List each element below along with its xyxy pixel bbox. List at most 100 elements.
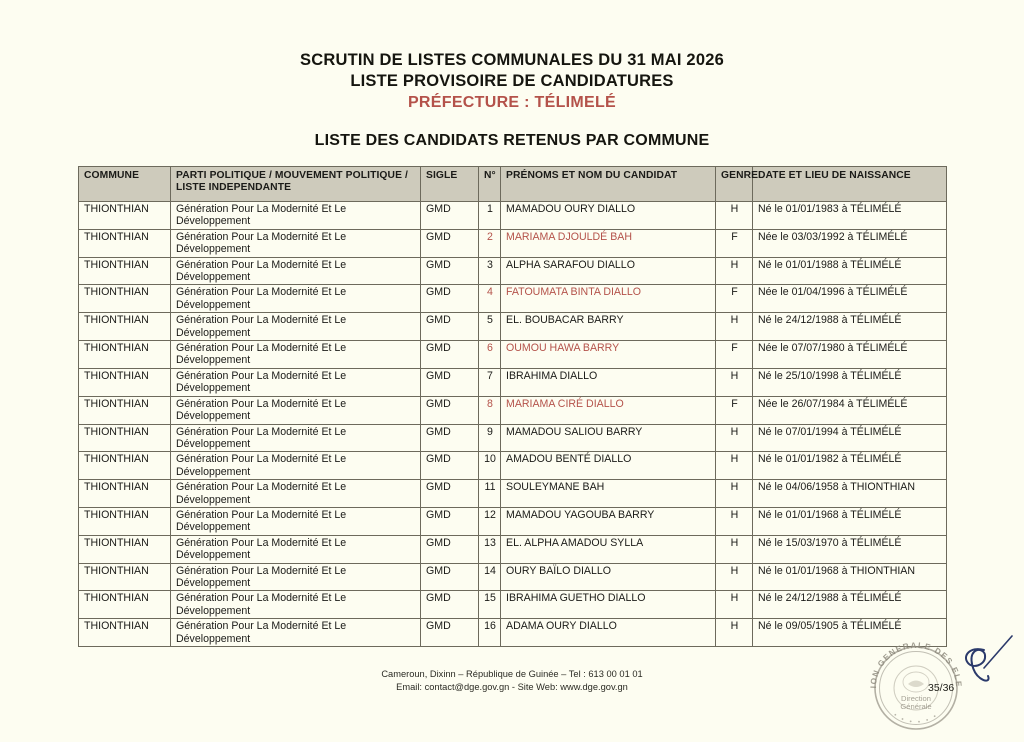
table-row: THIONTHIAN Génération Pour La Modernité E…: [78, 506, 947, 536]
table-row: THIONTHIAN Génération Pour La Modernité E…: [78, 423, 947, 453]
cell-parti: Génération Pour La Modernité Et Le Dével…: [170, 506, 421, 536]
cell-sigle: GMD: [420, 479, 479, 508]
cell-parti: Génération Pour La Modernité Et Le Dével…: [170, 228, 421, 258]
table-row: THIONTHIAN Génération Pour La Modernité E…: [78, 284, 947, 314]
cell-nom: MARIAMA DJOULDÉ BAH: [500, 228, 716, 258]
cell-sigle: GMD: [420, 423, 479, 453]
cell-numero: 13: [478, 534, 501, 564]
cell-nom: MAMADOU YAGOUBA BARRY: [500, 506, 716, 536]
cell-parti: Génération Pour La Modernité Et Le Dével…: [170, 256, 421, 286]
cell-nom: EL. BOUBACAR BARRY: [500, 312, 716, 342]
column-header-commune: COMMUNE: [78, 166, 171, 202]
cell-nom: ALPHA SARAFOU DIALLO: [500, 256, 716, 286]
cell-commune: THIONTHIAN: [78, 451, 171, 481]
cell-sigle: GMD: [420, 451, 479, 481]
cell-genre: F: [715, 284, 753, 314]
cell-commune: THIONTHIAN: [78, 312, 171, 342]
cell-sigle: GMD: [420, 590, 479, 620]
cell-parti: Génération Pour La Modernité Et Le Dével…: [170, 312, 421, 342]
cell-date: Né le 01/01/1968 à THIONTHIAN: [752, 562, 947, 592]
cell-numero: 5: [478, 312, 501, 342]
footer-line-2: Email: contact@dge.gov.gn - Site Web: ww…: [396, 682, 628, 692]
document-header: SCRUTIN DE LISTES COMMUNALES DU 31 MAI 2…: [0, 0, 1024, 150]
cell-nom: MAMADOU SALIOU BARRY: [500, 423, 716, 453]
cell-commune: THIONTHIAN: [78, 201, 171, 230]
cell-date: Née le 03/03/1992 à TÉLIMÉLÉ: [752, 228, 947, 258]
cell-date: Né le 24/12/1988 à TÉLIMÉLÉ: [752, 312, 947, 342]
cell-parti: Génération Pour La Modernité Et Le Dével…: [170, 284, 421, 314]
cell-sigle: GMD: [420, 284, 479, 314]
cell-nom: OUMOU HAWA BARRY: [500, 340, 716, 369]
table-row: THIONTHIAN Génération Pour La Modernité E…: [78, 340, 947, 369]
cell-commune: THIONTHIAN: [78, 367, 171, 397]
cell-sigle: GMD: [420, 256, 479, 286]
cell-numero: 10: [478, 451, 501, 481]
cell-commune: THIONTHIAN: [78, 340, 171, 369]
cell-commune: THIONTHIAN: [78, 590, 171, 620]
cell-commune: THIONTHIAN: [78, 479, 171, 508]
cell-date: Né le 07/01/1994 à TÉLIMÉLÉ: [752, 423, 947, 453]
cell-nom: IBRAHIMA GUETHO DIALLO: [500, 590, 716, 620]
cell-genre: H: [715, 590, 753, 620]
cell-commune: THIONTHIAN: [78, 423, 171, 453]
document-footer: Cameroun, Dixinn – République de Guinée …: [0, 668, 1024, 694]
cell-numero: 11: [478, 479, 501, 508]
cell-nom: FATOUMATA BINTA DIALLO: [500, 284, 716, 314]
svg-text:Direction: Direction: [901, 694, 931, 703]
cell-date: Né le 01/01/1988 à TÉLIMÉLÉ: [752, 256, 947, 286]
cell-date: Né le 01/01/1983 à TÉLIMÉLÉ: [752, 201, 947, 230]
cell-commune: THIONTHIAN: [78, 534, 171, 564]
title-line-1: SCRUTIN DE LISTES COMMUNALES DU 31 MAI 2…: [300, 51, 724, 69]
table-row: THIONTHIAN Génération Pour La Modernité E…: [78, 201, 947, 230]
candidates-table: COMMUNE PARTI POLITIQUE / MOUVEMENT POLI…: [78, 166, 947, 647]
cell-parti: Génération Pour La Modernité Et Le Dével…: [170, 201, 421, 230]
cell-numero: 9: [478, 423, 501, 453]
cell-nom: MARIAMA CIRÉ DIALLO: [500, 395, 716, 425]
document-subtitle: LISTE DES CANDIDATS RETENUS PAR COMMUNE: [314, 132, 710, 149]
cell-sigle: GMD: [420, 506, 479, 536]
cell-parti: Génération Pour La Modernité Et Le Dével…: [170, 590, 421, 620]
cell-genre: H: [715, 312, 753, 342]
cell-date: Né le 15/03/1970 à TÉLIMÉLÉ: [752, 534, 947, 564]
svg-text:Générale: Générale: [900, 702, 931, 711]
column-header-numero: N°: [478, 166, 501, 202]
table-row: THIONTHIAN Génération Pour La Modernité E…: [78, 256, 947, 286]
cell-numero: 8: [478, 395, 501, 425]
cell-parti: Génération Pour La Modernité Et Le Dével…: [170, 534, 421, 564]
candidates-table-wrapper: COMMUNE PARTI POLITIQUE / MOUVEMENT POLI…: [78, 166, 947, 647]
cell-numero: 4: [478, 284, 501, 314]
cell-nom: IBRAHIMA DIALLO: [500, 367, 716, 397]
cell-sigle: GMD: [420, 618, 479, 647]
cell-sigle: GMD: [420, 201, 479, 230]
cell-parti: Génération Pour La Modernité Et Le Dével…: [170, 395, 421, 425]
cell-commune: THIONTHIAN: [78, 506, 171, 536]
column-header-sigle: SIGLE: [420, 166, 479, 202]
table-row: THIONTHIAN Génération Pour La Modernité E…: [78, 228, 947, 258]
cell-date: Née le 01/04/1996 à TÉLIMÉLÉ: [752, 284, 947, 314]
cell-date: Né le 25/10/1998 à TÉLIMÉLÉ: [752, 367, 947, 397]
cell-numero: 12: [478, 506, 501, 536]
table-row: THIONTHIAN Génération Pour La Modernité E…: [78, 451, 947, 481]
table-header-row: COMMUNE PARTI POLITIQUE / MOUVEMENT POLI…: [78, 166, 947, 202]
cell-date: Né le 04/06/1958 à THIONTHIAN: [752, 479, 947, 508]
cell-numero: 3: [478, 256, 501, 286]
cell-numero: 7: [478, 367, 501, 397]
cell-genre: H: [715, 534, 753, 564]
cell-date: Né le 01/01/1968 à TÉLIMÉLÉ: [752, 506, 947, 536]
cell-genre: H: [715, 256, 753, 286]
cell-nom: ADAMA OURY DIALLO: [500, 618, 716, 647]
table-row: THIONTHIAN Génération Pour La Modernité E…: [78, 479, 947, 508]
cell-commune: THIONTHIAN: [78, 284, 171, 314]
cell-genre: F: [715, 340, 753, 369]
table-row: THIONTHIAN Génération Pour La Modernité E…: [78, 618, 947, 647]
cell-numero: 15: [478, 590, 501, 620]
cell-date: Née le 26/07/1984 à TÉLIMÉLÉ: [752, 395, 947, 425]
cell-commune: THIONTHIAN: [78, 395, 171, 425]
cell-numero: 14: [478, 562, 501, 592]
cell-commune: THIONTHIAN: [78, 618, 171, 647]
signature-mark: [954, 634, 1018, 704]
cell-numero: 2: [478, 228, 501, 258]
cell-parti: Génération Pour La Modernité Et Le Dével…: [170, 451, 421, 481]
cell-date: Né le 01/01/1982 à TÉLIMÉLÉ: [752, 451, 947, 481]
